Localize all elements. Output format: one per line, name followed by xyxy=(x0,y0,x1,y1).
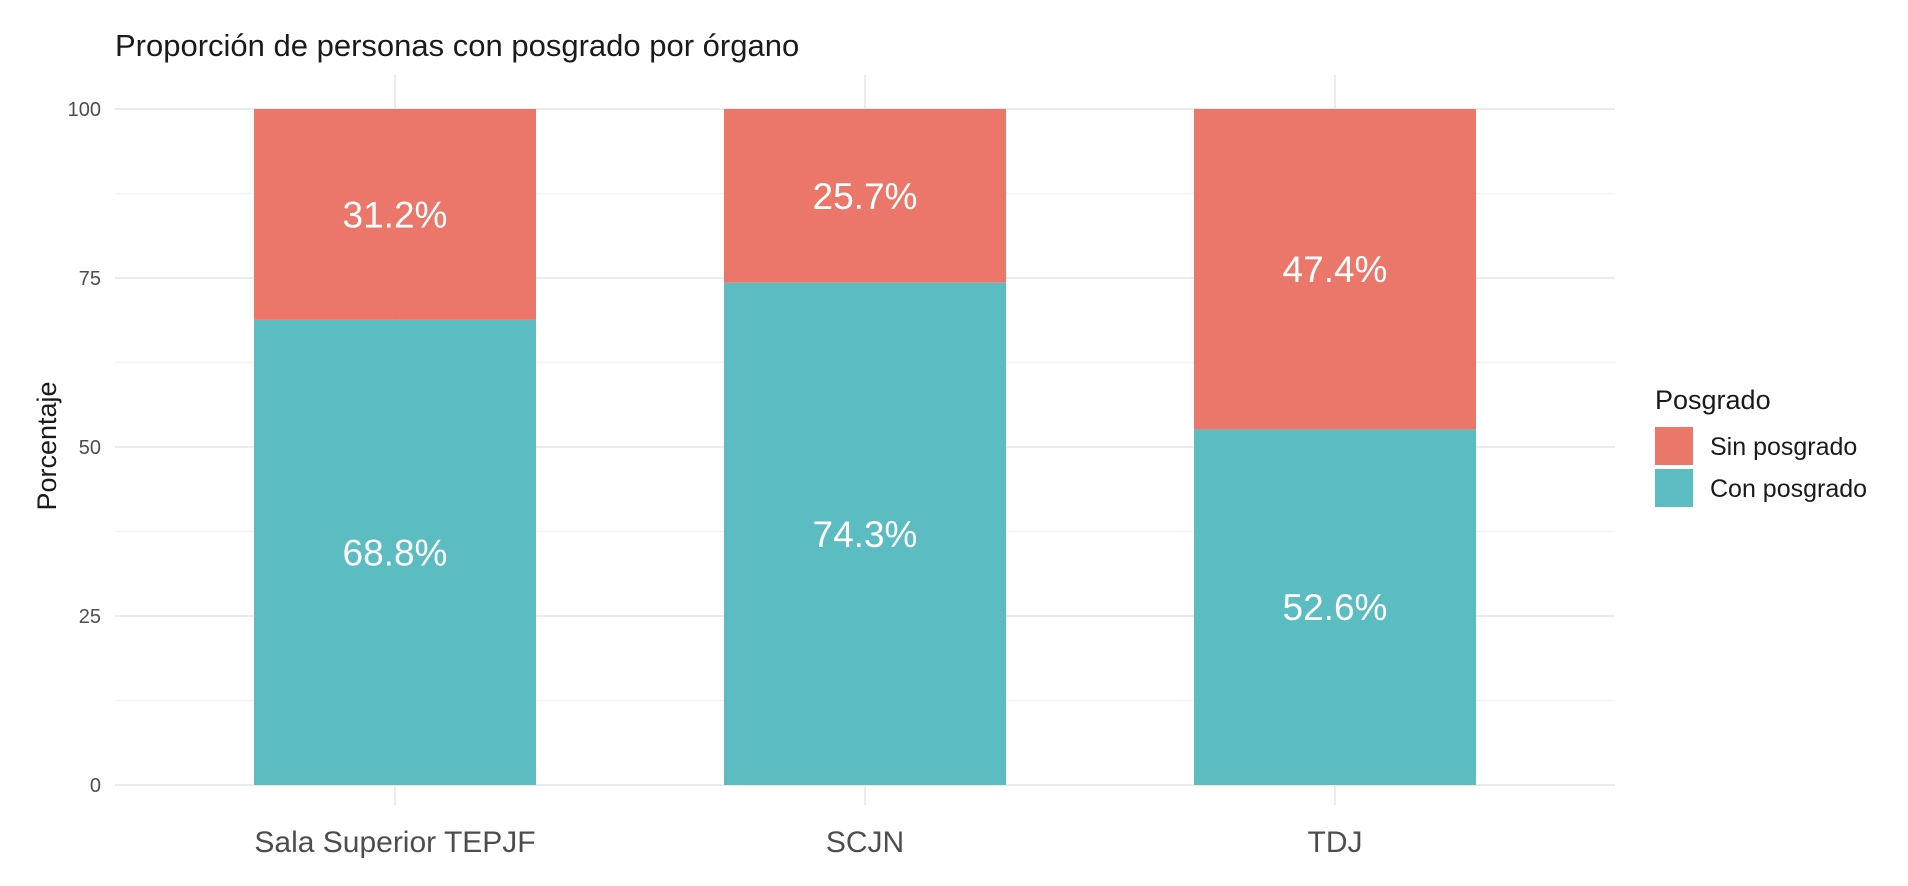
y-tick-label: 0 xyxy=(90,775,101,797)
bar-value-label: 68.8% xyxy=(343,532,448,573)
bar-sin-posgrado xyxy=(254,109,536,320)
bar-value-label: 25.7% xyxy=(813,176,918,217)
bars xyxy=(254,109,1476,785)
legend-label: Sin posgrado xyxy=(1710,433,1857,461)
bar-sin-posgrado xyxy=(724,109,1006,283)
x-tick-label: Sala Superior TEPJF xyxy=(254,826,535,859)
y-tick-label: 50 xyxy=(79,437,101,459)
legend-label: Con posgrado xyxy=(1710,475,1867,503)
y-tick-label: 100 xyxy=(68,99,101,121)
x-tick-label: TDJ xyxy=(1308,826,1363,859)
y-tick-label: 25 xyxy=(79,606,101,628)
bar-con-posgrado xyxy=(1194,429,1476,785)
bar-labels: 68.8% 31.2% 74.3% 25.7% 52.6% 47.4% xyxy=(343,176,1388,628)
bar-value-label: 31.2% xyxy=(343,194,448,235)
y-axis-label: Porcentaje xyxy=(32,381,62,510)
legend-title: Posgrado xyxy=(1655,385,1771,415)
y-tick-label: 75 xyxy=(79,268,101,290)
bar-con-posgrado xyxy=(254,319,536,785)
legend-swatch xyxy=(1655,469,1693,507)
legend: Posgrado Sin posgrado Con posgrado xyxy=(1655,385,1867,507)
chart-title: Proporción de personas con posgrado por … xyxy=(115,28,799,63)
bar-value-label: 52.6% xyxy=(1283,587,1388,628)
bar-sin-posgrado xyxy=(1194,109,1476,430)
y-axis-ticks: 0 25 50 75 100 xyxy=(68,99,101,797)
bar-value-label: 47.4% xyxy=(1283,249,1388,290)
bar-value-label: 74.3% xyxy=(813,514,918,555)
x-tick-label: SCJN xyxy=(826,826,904,859)
x-axis-ticks: Sala Superior TEPJF SCJN TDJ xyxy=(254,826,1362,859)
bar-con-posgrado xyxy=(724,282,1006,785)
legend-swatch xyxy=(1655,427,1693,465)
legend-items: Sin posgrado Con posgrado xyxy=(1655,427,1867,507)
